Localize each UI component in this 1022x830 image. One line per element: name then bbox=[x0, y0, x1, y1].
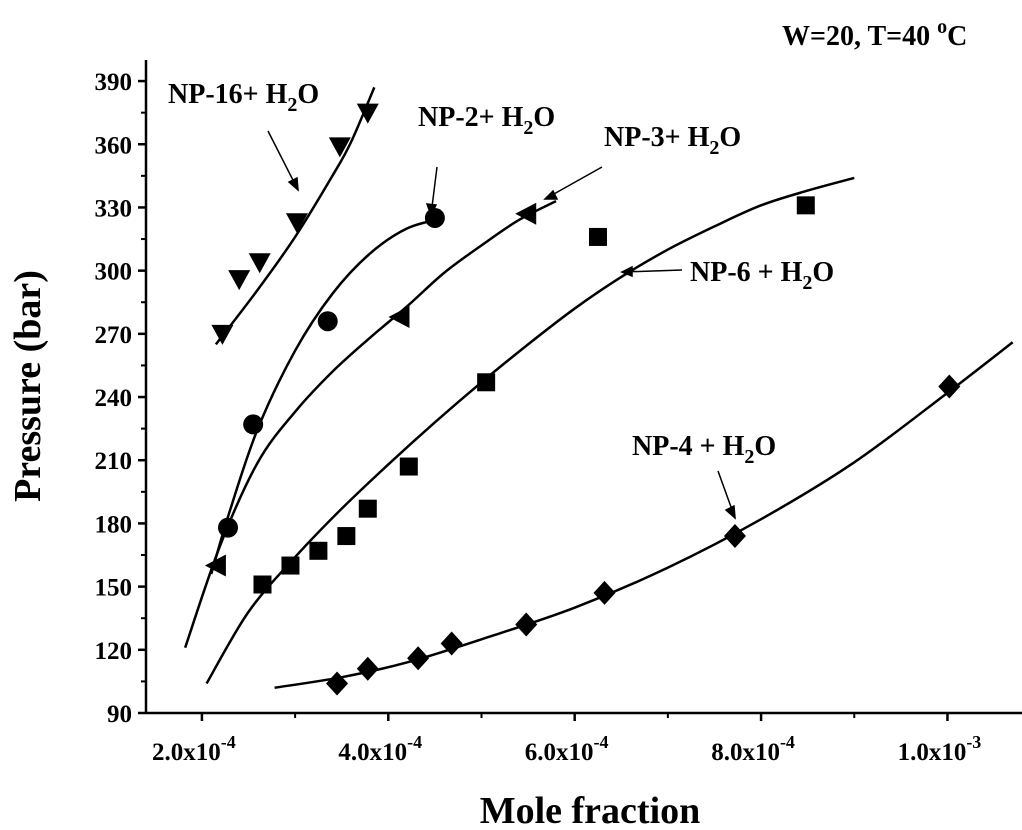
triangle-down-marker bbox=[285, 213, 308, 234]
diamond-marker bbox=[326, 671, 349, 696]
square-marker bbox=[796, 196, 815, 215]
circle-marker bbox=[218, 517, 239, 538]
diamond-marker bbox=[407, 646, 430, 671]
arrow-np4-head bbox=[724, 504, 736, 520]
series-label-np3: NP-3+ H2O bbox=[604, 122, 741, 159]
fit-curve-2 bbox=[183, 200, 557, 649]
diamond-marker bbox=[515, 612, 538, 637]
fit-curve-3 bbox=[205, 176, 855, 685]
y-tick-label: 330 bbox=[95, 195, 133, 222]
chart-title: W=20, T=40 oC bbox=[782, 16, 967, 52]
annotation-arrows bbox=[267, 130, 736, 520]
y-tick-label: 270 bbox=[95, 322, 133, 349]
series-label-np6: NP-6 + H2O bbox=[690, 257, 834, 294]
y-axis-ticks: 90 120 150 180 210 240 270 300 330 360 390 bbox=[95, 69, 146, 728]
x-tick-label: 1.0x10-3 bbox=[898, 732, 982, 766]
series-label-np4: NP-4 + H2O bbox=[632, 431, 776, 468]
square-marker bbox=[337, 527, 356, 546]
diamond-marker bbox=[938, 374, 961, 399]
square-marker bbox=[477, 373, 496, 392]
fit-curve-0 bbox=[214, 86, 376, 346]
fit-curve-1 bbox=[210, 216, 445, 575]
triangle-left-marker bbox=[515, 202, 537, 225]
diamond-marker bbox=[440, 631, 463, 656]
x-tick-label: 8.0x10-4 bbox=[711, 732, 795, 766]
fit-curve-4 bbox=[274, 341, 1014, 689]
diamond-marker bbox=[356, 656, 379, 681]
y-tick-label: 150 bbox=[95, 575, 133, 602]
arrow-np6-head bbox=[620, 265, 633, 278]
y-tick-label: 210 bbox=[95, 448, 133, 475]
triangle-down-marker bbox=[328, 137, 351, 158]
y-tick-label: 360 bbox=[95, 132, 133, 159]
square-marker bbox=[399, 457, 418, 476]
y-tick-label: 120 bbox=[95, 638, 133, 665]
series-label-np16: NP-16+ H2O bbox=[168, 79, 319, 116]
arrow-np2-head bbox=[425, 203, 438, 217]
x-axis-title: Mole fraction bbox=[480, 790, 701, 830]
arrow-np3-head bbox=[543, 189, 559, 200]
fit-curves bbox=[183, 86, 1014, 689]
triangle-down-marker bbox=[211, 324, 234, 345]
circle-marker bbox=[243, 414, 264, 435]
y-tick-label: 90 bbox=[107, 701, 132, 728]
y-tick-label: 180 bbox=[95, 511, 133, 538]
y-axis-title: Pressure (bar) bbox=[7, 270, 49, 502]
data-markers bbox=[204, 103, 961, 696]
triangle-down-marker bbox=[356, 103, 379, 124]
series-label-np2: NP-2+ H2O bbox=[418, 102, 555, 139]
circle-marker bbox=[317, 311, 338, 332]
square-marker bbox=[358, 499, 377, 518]
triangle-left-marker bbox=[204, 554, 226, 577]
x-axis-ticks: 2.0x10-4 4.0x10-4 6.0x10-4 8.0x10-4 1.0x10-3 bbox=[152, 713, 981, 766]
square-marker bbox=[588, 227, 607, 246]
triangle-left-marker bbox=[388, 305, 410, 328]
triangle-down-marker bbox=[248, 253, 271, 274]
x-tick-label: 6.0x10-4 bbox=[525, 732, 609, 766]
diamond-marker bbox=[723, 524, 746, 549]
y-tick-label: 390 bbox=[95, 69, 133, 96]
arrow-np16-head bbox=[287, 176, 299, 192]
plot-area bbox=[144, 60, 1022, 715]
x-tick-label: 2.0x10-4 bbox=[152, 732, 236, 766]
triangle-down-marker bbox=[228, 270, 251, 291]
square-marker bbox=[253, 575, 272, 594]
y-tick-label: 240 bbox=[95, 385, 133, 412]
diamond-marker bbox=[593, 580, 616, 605]
x-tick-label: 4.0x10-4 bbox=[338, 732, 422, 766]
square-marker bbox=[309, 541, 328, 560]
circle-marker bbox=[424, 207, 445, 228]
square-marker bbox=[281, 556, 300, 575]
y-tick-label: 300 bbox=[95, 259, 133, 286]
